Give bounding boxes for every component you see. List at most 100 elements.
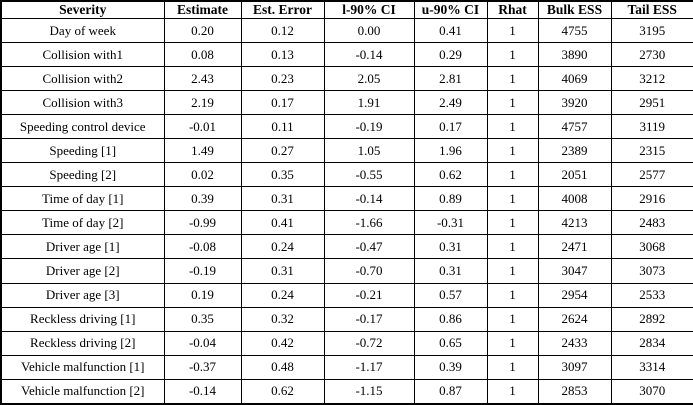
value-cell: 3070: [610, 378, 693, 405]
severity-label: Time of day [1]: [0, 186, 165, 212]
table-row: Collision with2 2.43 0.23 2.05 2.81 1 4069 3212: [0, 66, 693, 92]
value-cell: -0.14: [323, 186, 415, 212]
value-cell: -0.37: [163, 354, 242, 380]
severity-label: Collision with1: [0, 42, 165, 68]
value-cell: 3119: [610, 114, 693, 140]
value-cell: 3047: [537, 258, 612, 284]
value-cell: 2730: [610, 42, 693, 68]
value-cell: 0.31: [413, 258, 488, 284]
value-cell: 2.49: [413, 90, 488, 116]
column-header-bulk-ess: Bulk ESS: [537, 0, 612, 19]
table-row: Reckless driving [2] -0.04 0.42 -0.72 0.65 1 2…: [0, 330, 693, 356]
value-cell: 3212: [610, 66, 693, 92]
severity-label: Speeding [2]: [0, 162, 165, 188]
table-body: Day of week 0.20 0.12 0.00 0.41 1 4755 3195 Coll…: [0, 17, 693, 405]
value-cell: -0.17: [323, 306, 415, 332]
severity-label: Reckless driving [1]: [0, 306, 165, 332]
value-cell: -0.08: [163, 234, 242, 260]
value-cell: 2051: [537, 162, 612, 188]
value-cell: 4757: [537, 114, 612, 140]
column-header-rhat: Rhat: [486, 0, 539, 19]
value-cell: 0.62: [240, 378, 325, 405]
value-cell: 1.49: [163, 138, 242, 164]
value-cell: 2577: [610, 162, 693, 188]
table-row: Driver age [3] 0.19 0.24 -0.21 0.57 1 2954 2533: [0, 282, 693, 308]
table-row: Collision with1 0.08 0.13 -0.14 0.29 1 3890 273…: [0, 42, 693, 68]
table-row: Speeding [2] 0.02 0.35 -0.55 0.62 1 2051 2577: [0, 162, 693, 188]
severity-label: Vehicle malfunction [2]: [0, 378, 165, 405]
table-row: Driver age [1] -0.08 0.24 -0.47 0.31 1 2471 306…: [0, 234, 693, 260]
value-cell: 1: [486, 354, 539, 380]
value-cell: 2624: [537, 306, 612, 332]
value-cell: 3073: [610, 258, 693, 284]
value-cell: 0.11: [240, 114, 325, 140]
value-cell: 0.27: [240, 138, 325, 164]
value-cell: 1: [486, 210, 539, 236]
value-cell: 3068: [610, 234, 693, 260]
value-cell: 3097: [537, 354, 612, 380]
value-cell: 2315: [610, 138, 693, 164]
value-cell: 0.62: [413, 162, 488, 188]
table-row: Driver age [2] -0.19 0.31 -0.70 0.31 1 3047 307…: [0, 258, 693, 284]
value-cell: -0.99: [163, 210, 242, 236]
value-cell: -0.70: [323, 258, 415, 284]
value-cell: 0.19: [163, 282, 242, 308]
value-cell: 2433: [537, 330, 612, 356]
value-cell: 2471: [537, 234, 612, 260]
value-cell: 0.32: [240, 306, 325, 332]
value-cell: 0.12: [240, 17, 325, 44]
value-cell: 3195: [610, 17, 693, 44]
value-cell: 1: [486, 330, 539, 356]
value-cell: 0.89: [413, 186, 488, 212]
value-cell: 2389: [537, 138, 612, 164]
value-cell: 2483: [610, 210, 693, 236]
value-cell: 3314: [610, 354, 693, 380]
value-cell: 1: [486, 17, 539, 44]
value-cell: 2533: [610, 282, 693, 308]
value-cell: 0.42: [240, 330, 325, 356]
value-cell: 1: [486, 258, 539, 284]
value-cell: 0.86: [413, 306, 488, 332]
value-cell: -0.21: [323, 282, 415, 308]
value-cell: 2834: [610, 330, 693, 356]
severity-label: Driver age [3]: [0, 282, 165, 308]
column-header-severity: Severity: [0, 0, 165, 19]
table-row: Vehicle malfunction [2] -0.14 0.62 -1.15 0.8…: [0, 378, 693, 405]
value-cell: 2954: [537, 282, 612, 308]
value-cell: 0.17: [413, 114, 488, 140]
value-cell: 0.08: [163, 42, 242, 68]
table-row: Speeding control device -0.01 0.11 -0.19 0.1…: [0, 114, 693, 140]
column-header-estimate: Estimate: [163, 0, 242, 19]
value-cell: 4069: [537, 66, 612, 92]
value-cell: 0.65: [413, 330, 488, 356]
severity-label: Reckless driving [2]: [0, 330, 165, 356]
value-cell: 0.31: [413, 234, 488, 260]
value-cell: -0.04: [163, 330, 242, 356]
header-row: Severity Estimate Est. Error l-90% CI u-90% …: [0, 0, 693, 19]
value-cell: 0.57: [413, 282, 488, 308]
value-cell: 2.19: [163, 90, 242, 116]
value-cell: -0.14: [163, 378, 242, 405]
table-row: Vehicle malfunction [1] -0.37 0.48 -1.17 0.3…: [0, 354, 693, 380]
value-cell: 3920: [537, 90, 612, 116]
value-cell: 0.17: [240, 90, 325, 116]
value-cell: 0.39: [163, 186, 242, 212]
value-cell: 0.00: [323, 17, 415, 44]
severity-label: Time of day [2]: [0, 210, 165, 236]
value-cell: -0.72: [323, 330, 415, 356]
value-cell: 0.31: [240, 258, 325, 284]
severity-label: Day of week: [0, 17, 165, 44]
value-cell: 0.20: [163, 17, 242, 44]
column-header-est-error: Est. Error: [240, 0, 325, 19]
value-cell: -1.15: [323, 378, 415, 405]
column-header-u-90-ci: u-90% CI: [413, 0, 488, 19]
value-cell: -0.31: [413, 210, 488, 236]
value-cell: 1: [486, 138, 539, 164]
table-row: Time of day [1] 0.39 0.31 -0.14 0.89 1 4008 291…: [0, 186, 693, 212]
value-cell: 3890: [537, 42, 612, 68]
value-cell: -1.66: [323, 210, 415, 236]
value-cell: 1: [486, 114, 539, 140]
value-cell: 2853: [537, 378, 612, 405]
